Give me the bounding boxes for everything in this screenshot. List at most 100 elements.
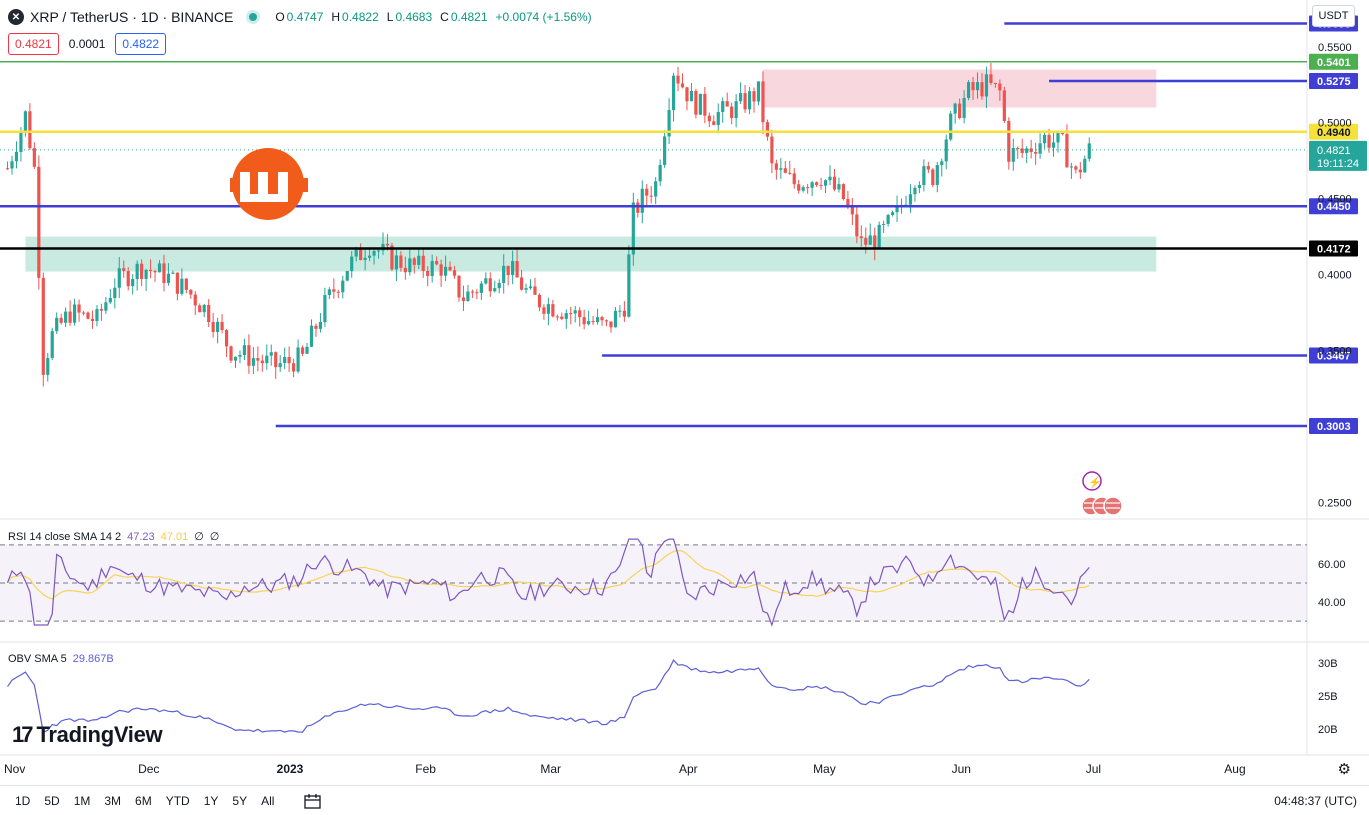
price-axis-tick: 0.3500	[1318, 345, 1352, 357]
currency-button[interactable]: USDT	[1312, 5, 1355, 27]
candle-body	[28, 111, 32, 149]
level-price-tag[interactable]	[1309, 123, 1358, 140]
candle-body	[801, 187, 805, 191]
candle-body	[716, 112, 720, 126]
timeframe-6m[interactable]: 6M	[135, 793, 152, 808]
candle-body	[770, 136, 774, 164]
candle-body	[81, 312, 86, 314]
candle-body	[564, 313, 568, 319]
candle-body	[1002, 90, 1006, 122]
candle-body	[873, 235, 877, 249]
candle-body	[698, 93, 702, 115]
candle-body	[345, 271, 349, 281]
candle-body	[117, 268, 121, 288]
calendar-icon[interactable]	[303, 793, 323, 809]
high-value: 0.4822	[342, 10, 379, 24]
candle-body	[533, 286, 537, 295]
timeframe-5d[interactable]: 5D	[44, 793, 60, 808]
candle-body	[1034, 152, 1038, 154]
symbol-title[interactable]: XRP / TetherUS · 1D · BINANCE	[30, 9, 234, 25]
candle-body	[578, 310, 582, 318]
current-price-tag[interactable]	[1309, 140, 1367, 171]
timeframe-ytd[interactable]: YTD	[165, 793, 190, 808]
candle-body	[484, 278, 488, 284]
bid-ask-row: 0.4821 0.0001 0.4822	[8, 33, 167, 55]
level-price-tag[interactable]	[1309, 240, 1358, 257]
candle-body	[752, 91, 756, 102]
candle-body	[654, 181, 658, 197]
candle-body	[765, 122, 770, 137]
candle-body	[604, 320, 609, 322]
buy-price-button[interactable]: 0.4822	[115, 33, 167, 55]
candle-body	[841, 184, 846, 200]
obv-label[interactable]: OBV SMA 5	[8, 653, 67, 665]
candle-body	[537, 294, 542, 308]
timeframe-1y[interactable]: 1Y	[203, 793, 219, 808]
candle-body	[399, 255, 403, 268]
broker-logo-glyph	[240, 172, 288, 202]
rsi-label[interactable]: RSI 14 close SMA 14 2	[8, 530, 122, 543]
level-price-label: 0.4450	[1317, 201, 1351, 213]
candle-body	[189, 289, 193, 295]
candle-body	[542, 307, 546, 314]
candle-body	[287, 357, 291, 364]
lightning-glyph: ⚡	[1088, 476, 1102, 489]
candle-body	[64, 311, 68, 323]
candle-body	[475, 292, 479, 294]
candle-body	[166, 273, 171, 283]
candle-body	[131, 278, 135, 287]
tradingview-logo[interactable]: 17 TradingView	[12, 722, 163, 748]
symbol-legend: ✕ XRP / TetherUS · 1D · BINANCE O 0.4747 …	[8, 6, 598, 28]
candle-body	[193, 294, 197, 306]
level-price-tag[interactable]	[1309, 53, 1358, 70]
candle-body	[832, 176, 837, 190]
level-price-tag[interactable]	[1309, 198, 1358, 215]
candle-body	[10, 161, 14, 169]
candle-body	[251, 358, 255, 366]
timeframe-1m[interactable]: 1M	[73, 793, 91, 808]
candle-body	[323, 295, 327, 323]
candle-body	[743, 93, 747, 110]
candle-body	[448, 266, 452, 271]
lightning-icon[interactable]	[1082, 471, 1102, 491]
rsi-value: 47.23	[127, 530, 155, 543]
candle-body	[439, 264, 443, 276]
sell-price-button[interactable]: 0.4821	[8, 33, 59, 55]
candle-body	[296, 347, 300, 372]
candle-body	[560, 316, 564, 319]
candle-body	[913, 187, 917, 195]
candle-body	[917, 185, 922, 188]
candle-body	[479, 283, 483, 293]
level-price-label: 0.4940	[1317, 127, 1351, 139]
timeframe-all[interactable]: All	[261, 793, 275, 808]
candle-body	[922, 166, 926, 186]
candle-body	[774, 163, 778, 170]
level-price-tag[interactable]	[1309, 72, 1358, 89]
candle-body	[1065, 133, 1069, 168]
candle-body	[1087, 143, 1091, 159]
candle-body	[739, 93, 743, 102]
candle-body	[269, 352, 273, 356]
level-price-tag[interactable]	[1309, 417, 1358, 434]
candle-body	[864, 238, 868, 245]
time-axis-tick: Dec	[138, 762, 159, 776]
main-chart-svg[interactable]: 0.56530.54010.52750.49400.44500.41720.34…	[0, 0, 1369, 785]
candle-body	[806, 187, 810, 189]
level-price-tag[interactable]	[1309, 347, 1358, 364]
candle-body	[452, 270, 457, 276]
current-price-label: 0.4821	[1317, 145, 1351, 157]
candle-body	[242, 345, 247, 355]
timeframe-1d[interactable]: 1D	[15, 793, 31, 808]
candle-body	[68, 311, 72, 323]
candle-body	[144, 269, 148, 279]
utc-clock[interactable]: 04:48:37 (UTC)	[1274, 793, 1357, 808]
candle-body	[59, 317, 63, 323]
candle-body	[72, 304, 77, 323]
timeframe-3m[interactable]: 3M	[104, 793, 122, 808]
gear-icon[interactable]: ⚙	[1337, 761, 1351, 778]
candle-body	[421, 255, 425, 271]
candle-body	[886, 215, 890, 224]
timeframe-5y[interactable]: 5Y	[232, 793, 248, 808]
us-flag-icon[interactable]	[1103, 496, 1123, 516]
